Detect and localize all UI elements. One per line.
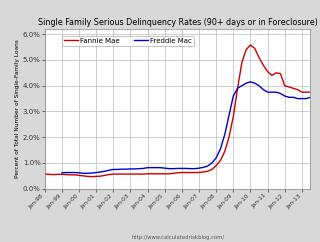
Fannie Mae <box>249 44 252 46</box>
Freddie Mac <box>129 167 132 170</box>
Fannie Mae <box>43 173 47 175</box>
Text: http://www.calculatedriskblog.com/: http://www.calculatedriskblog.com/ <box>131 235 224 240</box>
Fannie Mae <box>231 115 235 118</box>
Freddie Mac <box>244 82 248 85</box>
Fannie Mae <box>90 175 94 178</box>
Freddie Mac <box>68 171 72 174</box>
Freddie Mac <box>193 167 197 170</box>
Legend: Fannie Mae, Freddie Mac: Fannie Mae, Freddie Mac <box>61 36 195 46</box>
Fannie Mae <box>180 171 184 174</box>
Title: Single Family Serious Delinquency Rates (90+ days or in Foreclosure): Single Family Serious Delinquency Rates … <box>38 18 317 27</box>
Freddie Mac <box>249 80 252 83</box>
Freddie Mac <box>90 172 94 174</box>
Fannie Mae <box>308 91 312 94</box>
Fannie Mae <box>172 172 175 175</box>
Freddie Mac <box>308 96 312 99</box>
Fannie Mae <box>304 91 308 94</box>
Fannie Mae <box>120 173 124 175</box>
Y-axis label: Percent of Total Number of Single-Family Loans: Percent of Total Number of Single-Family… <box>15 39 20 178</box>
Line: Fannie Mae: Fannie Mae <box>45 45 310 177</box>
Freddie Mac <box>81 172 85 175</box>
Freddie Mac <box>103 170 107 173</box>
Fannie Mae <box>129 173 132 175</box>
Freddie Mac <box>60 171 64 174</box>
Line: Freddie Mac: Freddie Mac <box>62 82 310 173</box>
